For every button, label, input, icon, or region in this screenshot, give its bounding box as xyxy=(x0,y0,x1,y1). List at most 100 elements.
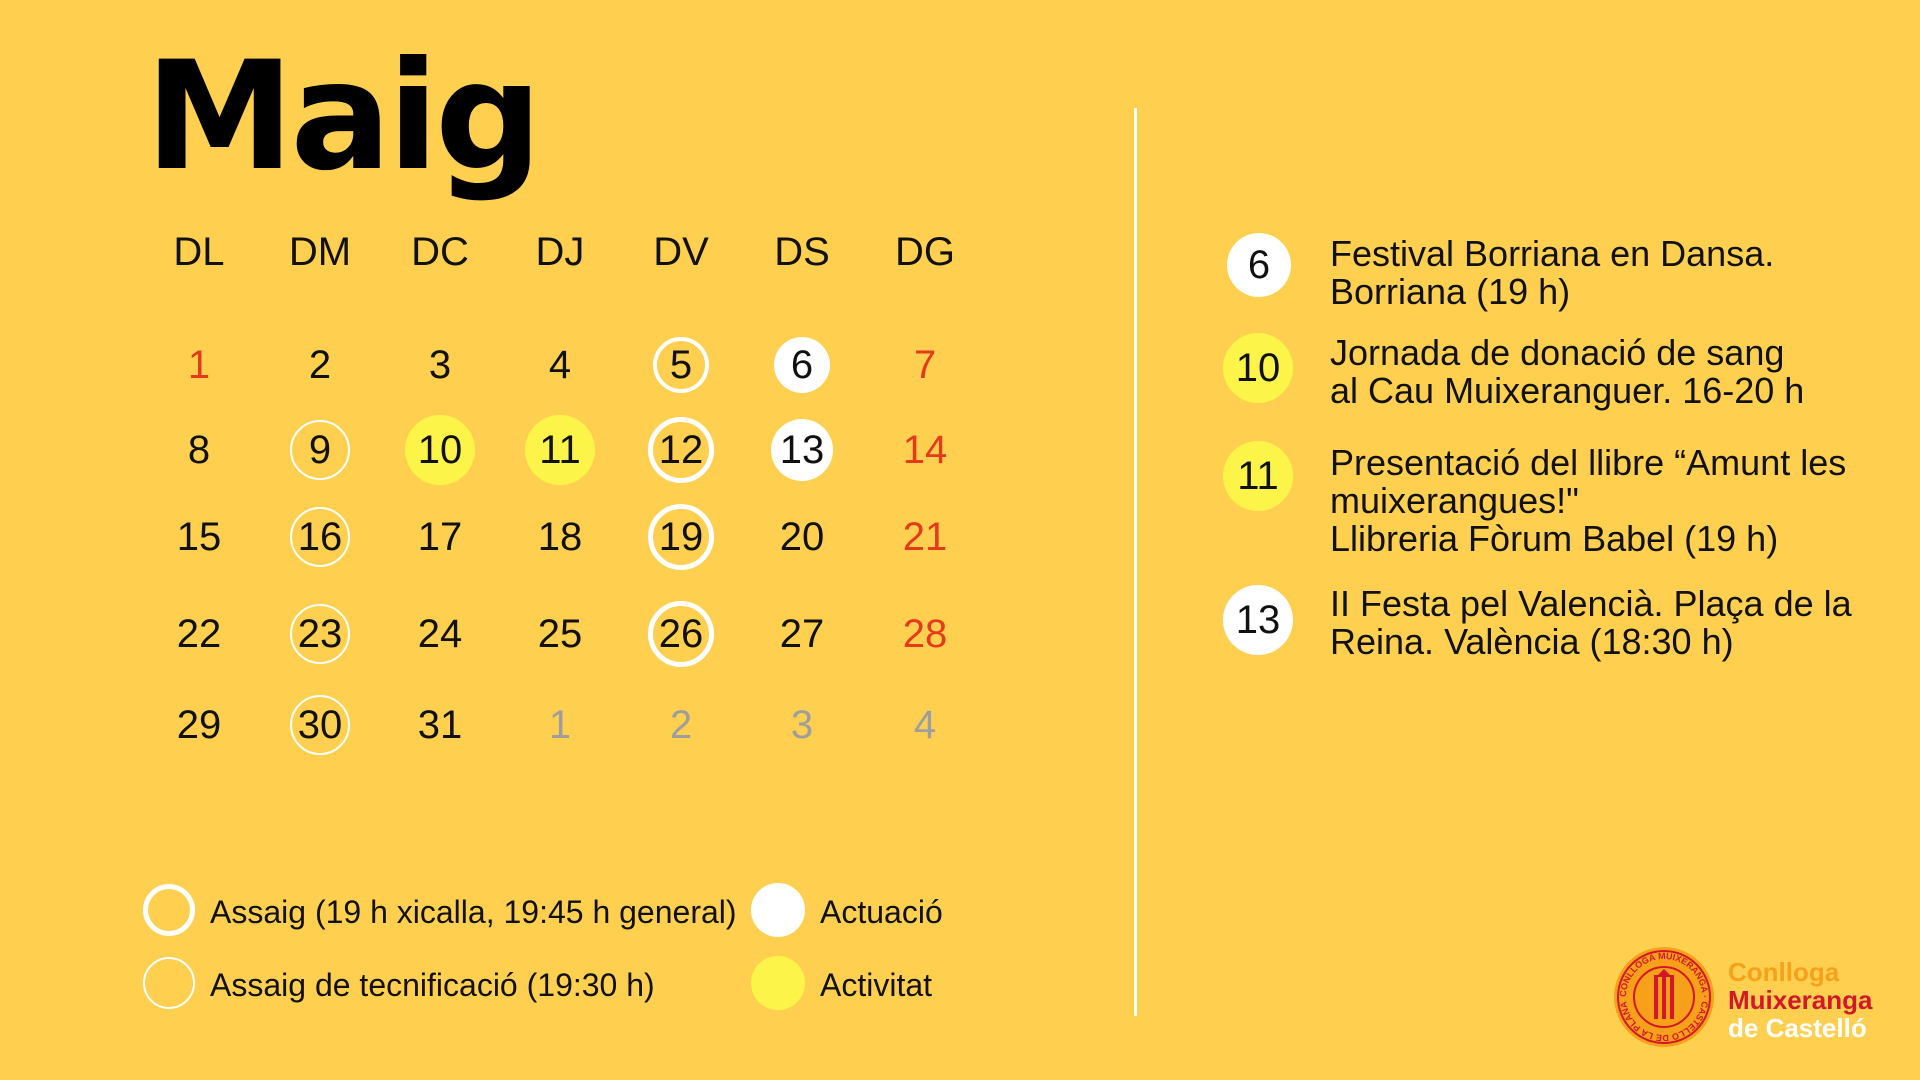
brand-line-1: Conlloga xyxy=(1728,957,1840,987)
muixeranga-seal-logo: CONLLOGA MUIXERANGA · CASTELLÓ DE LA PLA… xyxy=(1614,947,1714,1047)
day-number: 31 xyxy=(417,703,463,747)
calendar-day: 4 xyxy=(500,325,620,405)
weekday-label: DV xyxy=(653,230,709,274)
calendar-day: 24 xyxy=(380,594,500,674)
brand-line-3: de Castelló xyxy=(1728,1013,1867,1043)
day-number: 23 xyxy=(297,612,343,656)
month-title: Maig xyxy=(145,30,542,204)
day-number: 25 xyxy=(537,612,583,656)
day-marker-activitat xyxy=(405,415,475,485)
legend-assaig-label: Assaig (19 h xicalla, 19:45 h general) xyxy=(210,894,737,930)
day-number: 5 xyxy=(669,343,693,387)
day-number: 29 xyxy=(176,703,222,747)
calendar-day: 31 xyxy=(380,685,500,765)
day-number: 6 xyxy=(790,343,814,387)
day-number: 2 xyxy=(308,343,332,387)
calendar-day: 10 xyxy=(380,410,500,490)
legend-actuacio-marker xyxy=(751,883,805,937)
calendar-day: 26 xyxy=(621,594,741,674)
day-number: 28 xyxy=(902,612,948,656)
calendar-day: 14 xyxy=(865,410,985,490)
brand-line-2: Muixeranga xyxy=(1728,985,1873,1015)
legend-actuacio-label: Actuació xyxy=(820,894,943,930)
calendar-day: 4 xyxy=(865,685,985,765)
calendar-day: 17 xyxy=(380,497,500,577)
event-day-badge: 11 xyxy=(1223,441,1293,511)
weekday-label: DS xyxy=(774,230,830,274)
day-number: 1 xyxy=(187,343,211,387)
calendar-day: 3 xyxy=(380,325,500,405)
calendar-day: 21 xyxy=(865,497,985,577)
day-number: 7 xyxy=(913,343,937,387)
day-number: 24 xyxy=(417,612,463,656)
calendar-day: 12 xyxy=(621,410,741,490)
event-day-badge: 13 xyxy=(1223,585,1293,655)
day-number: 1 xyxy=(548,703,572,747)
calendar-day: 9 xyxy=(260,410,380,490)
vertical-divider xyxy=(1134,108,1137,1016)
calendar-day: 19 xyxy=(621,497,741,577)
legend-assaig-marker xyxy=(143,884,195,936)
day-marker-activitat xyxy=(525,415,595,485)
day-marker-tecnif xyxy=(290,695,350,755)
event-description: Festival Borriana en Dansa. Borriana (19… xyxy=(1330,233,1775,312)
calendar-day: 8 xyxy=(139,410,259,490)
calendar-day: 28 xyxy=(865,594,985,674)
day-number: 10 xyxy=(417,428,463,472)
day-number: 20 xyxy=(779,515,825,559)
weekday-label: DG xyxy=(895,230,955,274)
day-number: 18 xyxy=(537,515,583,559)
day-number: 22 xyxy=(176,612,222,656)
day-number: 26 xyxy=(658,612,704,656)
day-number: 4 xyxy=(913,703,937,747)
calendar-day: 7 xyxy=(865,325,985,405)
day-number: 11 xyxy=(539,428,581,472)
calendar-day: 5 xyxy=(621,325,741,405)
calendar-day: 27 xyxy=(742,594,862,674)
event-day-badge: 6 xyxy=(1227,233,1291,297)
calendar-day: 13 xyxy=(742,410,862,490)
calendar-day: 15 xyxy=(139,497,259,577)
day-number: 30 xyxy=(297,703,343,747)
day-number: 27 xyxy=(779,612,825,656)
day-marker-assaig-big xyxy=(648,504,714,570)
weekday-label: DC xyxy=(411,230,469,274)
calendar-day: 1 xyxy=(139,325,259,405)
day-marker-tecnif xyxy=(290,507,350,567)
day-number: 15 xyxy=(176,515,222,559)
day-marker-tecnif xyxy=(290,604,350,664)
day-marker-assaig xyxy=(653,337,709,393)
legend-activitat-label: Activitat xyxy=(820,967,933,1003)
brand-logo-text: Conlloga Muixeranga de Castelló xyxy=(1728,958,1873,1042)
weekday-label: DM xyxy=(288,230,352,274)
day-marker-actuacio xyxy=(774,337,830,393)
calendar-day: 2 xyxy=(621,685,741,765)
weekday-label: DJ xyxy=(535,230,585,274)
calendar-day: 22 xyxy=(139,594,259,674)
calendar-day: 18 xyxy=(500,497,620,577)
day-number: 17 xyxy=(417,515,463,559)
day-number: 4 xyxy=(548,343,572,387)
calendar-day: 1 xyxy=(500,685,620,765)
day-number: 9 xyxy=(308,428,332,472)
calendar-day: 29 xyxy=(139,685,259,765)
legend-tecnificacio-marker xyxy=(143,957,195,1009)
day-number: 14 xyxy=(902,428,948,472)
day-number: 2 xyxy=(669,703,693,747)
legend-tecnificacio-label: Assaig de tecnificació (19:30 h) xyxy=(210,967,655,1003)
calendar-day: 16 xyxy=(260,497,380,577)
day-number: 16 xyxy=(297,515,343,559)
day-marker-actuacio-big xyxy=(771,419,833,481)
calendar-day: 30 xyxy=(260,685,380,765)
event-description: II Festa pel Valencià. Plaça de la Reina… xyxy=(1330,583,1852,662)
day-number: 12 xyxy=(658,428,704,472)
calendar-day: 3 xyxy=(742,685,862,765)
legend-activitat-marker xyxy=(751,956,805,1010)
calendar-day: 25 xyxy=(500,594,620,674)
event-day-badge: 10 xyxy=(1223,333,1293,403)
day-number: 13 xyxy=(779,428,825,472)
calendar-day: 23 xyxy=(260,594,380,674)
day-marker-tecnif xyxy=(290,420,350,480)
day-number: 8 xyxy=(187,428,211,472)
calendar-day: 20 xyxy=(742,497,862,577)
